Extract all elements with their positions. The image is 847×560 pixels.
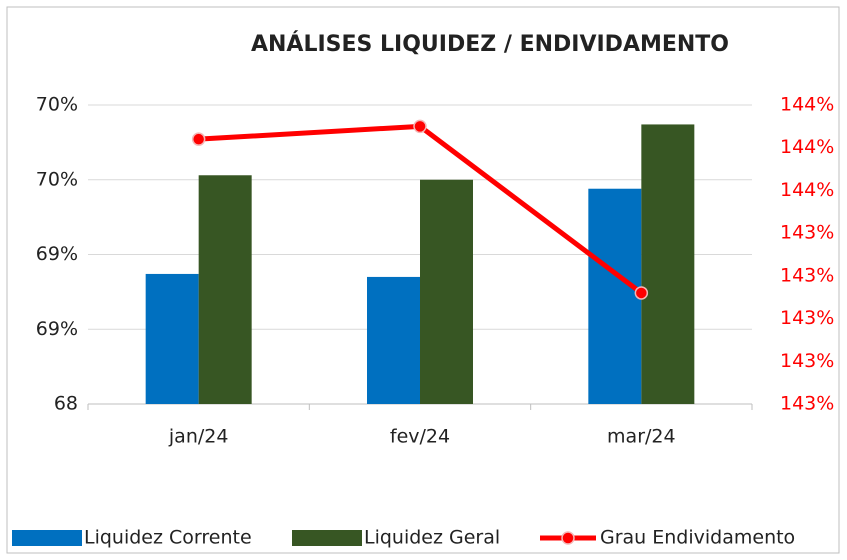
chart-title: ANÁLISES LIQUIDEZ / ENDIVIDAMENTO bbox=[251, 31, 729, 57]
bar bbox=[145, 273, 199, 404]
y-tick-label: 69% bbox=[36, 243, 78, 265]
y-tick-label: 70% bbox=[36, 168, 78, 190]
y2-tick-label: 144% bbox=[780, 136, 834, 158]
y2-tick-label: 144% bbox=[780, 94, 834, 116]
legend-swatch bbox=[292, 530, 362, 546]
bar bbox=[198, 175, 252, 404]
y2-tick-label: 144% bbox=[780, 179, 834, 201]
y2-tick-label: 143% bbox=[780, 393, 834, 415]
line-marker bbox=[413, 119, 427, 134]
y2-tick-label: 143% bbox=[780, 222, 834, 244]
y2-tick-label: 143% bbox=[780, 264, 834, 286]
y-tick-label: 68 bbox=[54, 393, 78, 415]
legend-label: Liquidez Corrente bbox=[84, 527, 252, 549]
line-marker bbox=[634, 286, 649, 300]
legend-swatch bbox=[12, 530, 82, 546]
x-tick-label: jan/24 bbox=[168, 426, 229, 448]
y-tick-label: 70% bbox=[36, 94, 78, 116]
y2-tick-label: 143% bbox=[780, 307, 834, 329]
y2-tick-label: 143% bbox=[780, 350, 834, 372]
bar bbox=[420, 179, 473, 404]
line-marker bbox=[191, 132, 206, 146]
legend-label: Liquidez Geral bbox=[364, 527, 500, 549]
legend-marker bbox=[561, 531, 575, 545]
legend-label: Grau Endividamento bbox=[600, 527, 795, 549]
bar bbox=[367, 276, 420, 404]
y-tick-label: 69% bbox=[36, 318, 78, 340]
bar bbox=[641, 124, 695, 404]
bar bbox=[588, 188, 642, 404]
x-tick-label: fev/24 bbox=[390, 426, 450, 448]
x-tick-label: mar/24 bbox=[607, 426, 676, 448]
